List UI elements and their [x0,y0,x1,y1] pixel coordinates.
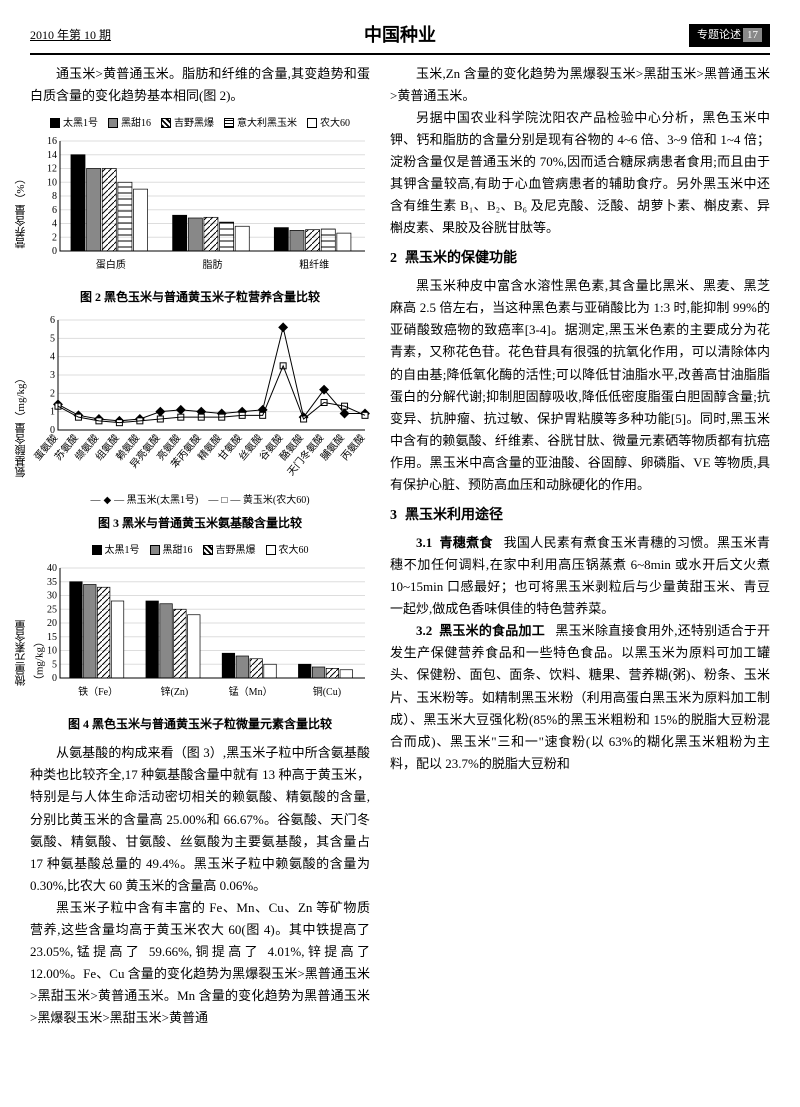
right-cont2: 另据中国农业科学院沈阳农产品检验中心分析，黑色玉米中钾、钙和脂肪的含量分别是现有… [390,107,770,240]
left-p1: 从氨基酸的构成来看（图 3）,黑玉米子粒中所含氨基酸种类也比较齐全,17 种氨基… [30,742,370,897]
left-column: 通玉米>黄普通玉米。脂肪和纤维的含量,其变趋势和蛋白质含量的变化趋势基本相同(图… [30,63,370,1030]
svg-text:16: 16 [47,136,57,147]
svg-text:12: 12 [47,163,57,174]
section-badge: 专题论述17 [689,24,770,47]
page-header: 2010 年第 10 期 中国种业 专题论述17 [30,20,770,55]
fig4-chart: 0510152025303540铁（Fe）锌(Zn)锰（Mn）铜(Cu) [30,563,370,703]
section-3-1: 3.1 青穗煮食 我国人民素有煮食玉米青穗的习惯。黑玉米青穗不加任何调料,在家中… [390,532,770,620]
svg-text:2: 2 [52,232,57,243]
left-p2: 黑玉米子粒中含有丰富的 Fe、Mn、Cu、Zn 等矿物质营养,这些含量均高于黄玉… [30,897,370,1030]
svg-text:5: 5 [50,334,55,345]
figure-4: 太黑1号黑甜16吉野黑爆农大60 微量元素含量（mg/kg） 051015202… [30,542,370,734]
svg-text:锌(Zn): 锌(Zn) [160,685,188,698]
fig4-title: 图 4 黑色玉米与普通黄玉米子粒微量元素含量比较 [30,714,370,734]
section-3-heading: 3黑玉米利用途径 [390,504,770,528]
issue-label: 2010 年第 10 期 [30,25,111,45]
svg-text:2: 2 [50,389,55,400]
right-column: 玉米,Zn 含量的变化趋势为黑爆裂玉米>黑甜玉米>黑普通玉米>黄普通玉米。 另据… [390,63,770,1030]
fig4-legend: 太黑1号黑甜16吉野黑爆农大60 [30,542,370,559]
section-2-body: 黑玉米种皮中富含水溶性黑色素,其含量比黑米、黑麦、黑芝麻高 2.5 倍左右，当这… [390,275,770,496]
svg-text:40: 40 [47,563,57,574]
svg-text:1: 1 [50,407,55,418]
svg-text:0: 0 [52,246,57,257]
svg-text:铜(Cu): 铜(Cu) [313,686,341,698]
svg-text:粗纤维: 粗纤维 [299,258,329,271]
section-3-2: 3.2 黑玉米的食品加工 黑玉米除直接食用外,还特别适合于开发生产保健营养食品和… [390,620,770,775]
fig2-ylabel: 营养含量（%） [12,173,31,248]
figure-3: 氨基酸含量（mg/kg） 0123456蛋氨酸苏氨酸缬氨酸组氨酸赖氨酸异亮氨酸亮… [30,315,370,533]
svg-text:0: 0 [52,673,57,684]
svg-text:14: 14 [47,150,57,161]
svg-text:铁（Fe）: 铁（Fe） [78,685,118,698]
svg-text:锰（Mn）: 锰（Mn） [229,685,273,698]
fig2-legend: 太黑1号黑甜16吉野黑爆意大利黑玉米农大60 [30,115,370,132]
svg-text:10: 10 [47,177,57,188]
svg-text:35: 35 [47,577,57,588]
svg-text:5: 5 [52,659,57,670]
fig4-ylabel: 微量元素含量（mg/kg） [12,590,49,686]
fig3-chart: 0123456蛋氨酸苏氨酸缬氨酸组氨酸赖氨酸异亮氨酸亮氨酸苯丙氨酸精氨酸甘氨酸丝… [30,315,370,485]
svg-text:4: 4 [52,218,57,229]
journal-title: 中国种业 [364,20,436,51]
svg-text:蛋白质: 蛋白质 [96,258,126,271]
svg-text:4: 4 [50,352,55,363]
svg-text:3: 3 [50,370,55,381]
fig2-title: 图 2 黑色玉米与普通黄玉米子粒营养含量比较 [30,287,370,307]
figure-2: 太黑1号黑甜16吉野黑爆意大利黑玉米农大60 营养含量（%） 024681012… [30,115,370,307]
svg-text:6: 6 [52,205,57,216]
section-2-heading: 2黑玉米的保健功能 [390,247,770,271]
fig2-chart: 0 2 4 6 8 10 12 14 16 蛋白质 脂肪 粗纤维 [30,136,370,276]
svg-text:6: 6 [50,315,55,326]
right-cont1: 玉米,Zn 含量的变化趋势为黑爆裂玉米>黑甜玉米>黑普通玉米>黄普通玉米。 [390,63,770,107]
svg-text:8: 8 [52,191,57,202]
fig3-title: 图 3 黑米与普通黄玉米氨基酸含量比较 [30,513,370,533]
svg-text:脂肪: 脂肪 [203,258,223,271]
main-content: 通玉米>黄普通玉米。脂肪和纤维的含量,其变趋势和蛋白质含量的变化趋势基本相同(图… [30,63,770,1030]
left-intro: 通玉米>黄普通玉米。脂肪和纤维的含量,其变趋势和蛋白质含量的变化趋势基本相同(图… [30,63,370,107]
fig3-legend: — ◆ — 黑玉米(太黑1号)— □ — 黄玉米(农大60) [30,492,370,509]
fig3-ylabel: 氨基酸含量（mg/kg） [12,372,31,477]
